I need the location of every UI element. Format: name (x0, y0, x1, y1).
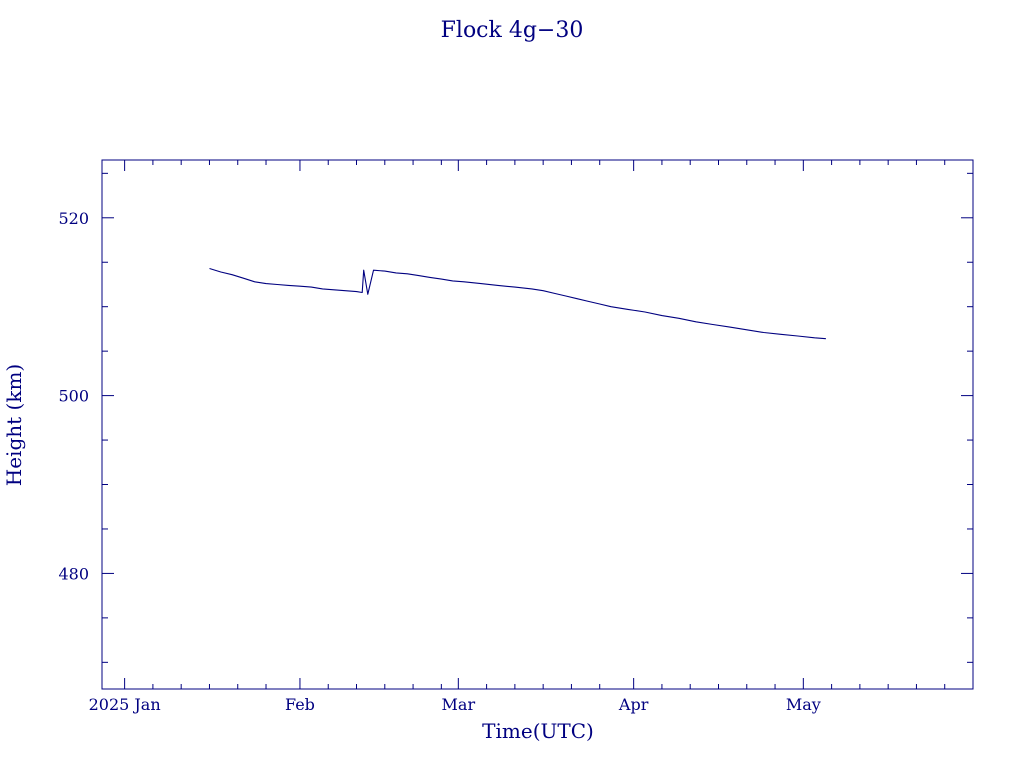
x-tick-label: May (786, 695, 821, 714)
series-line-0 (209, 267, 826, 340)
axis-ticks (102, 160, 973, 689)
x-tick-label: 2025 Jan (89, 695, 161, 714)
x-tick-label: Feb (285, 695, 315, 714)
plot-frame (101, 159, 974, 690)
x-tick-labels: 2025 Jan Feb Mar Apr May (89, 695, 821, 714)
y-tick-labels: 480 500 520 (58, 209, 89, 584)
y-tick-label: 500 (58, 387, 89, 406)
x-tick-label: Apr (618, 695, 649, 714)
y-tick-label: 520 (58, 209, 89, 228)
x-axis-label: Time(UTC) (482, 719, 594, 743)
y-tick-label: 480 (58, 564, 89, 583)
data-series (209, 267, 826, 340)
x-tick-label: Mar (442, 695, 476, 714)
chart-title: Flock 4g−30 (441, 18, 584, 43)
y-axis-label: Height (km) (2, 364, 26, 486)
